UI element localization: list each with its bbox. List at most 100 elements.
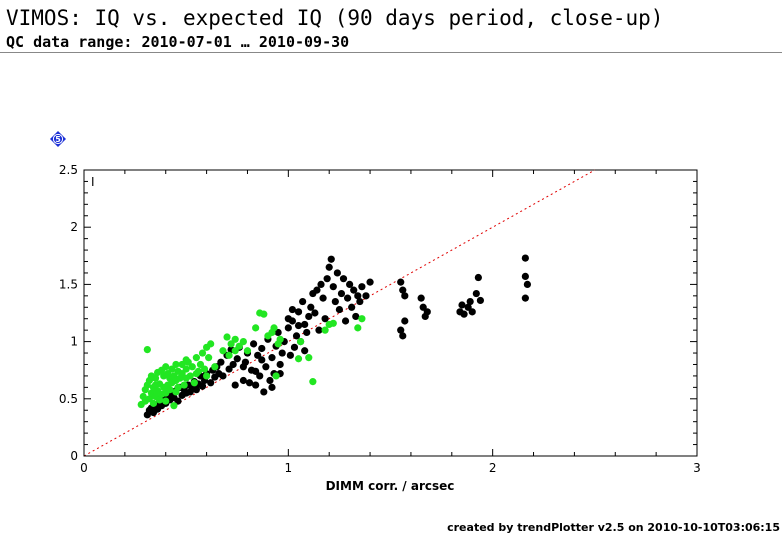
data-point-black <box>468 308 476 316</box>
data-point-green <box>309 378 317 386</box>
data-point-black <box>301 320 309 329</box>
y-tick-label: 2.5 <box>59 163 78 177</box>
data-point-black <box>294 308 303 316</box>
data-point-black <box>521 294 529 302</box>
data-point-black <box>476 296 485 305</box>
data-point-black <box>356 297 364 306</box>
data-point-black <box>399 332 407 340</box>
data-point-black <box>358 283 366 291</box>
data-point-green <box>180 381 188 389</box>
data-point-green <box>264 332 272 340</box>
data-point-black <box>217 358 225 366</box>
data-point-black <box>343 294 352 302</box>
data-point-black <box>339 275 348 283</box>
data-point-black <box>348 303 356 311</box>
footer-credit: created by trendPlotter v2.5 on 2010-10-… <box>447 521 780 534</box>
x-axis-label: DIMM corr. / arcsec <box>326 479 455 493</box>
data-point-black <box>401 292 409 300</box>
panel-number-badge: 5 <box>50 131 66 147</box>
data-point-black <box>303 328 311 337</box>
data-point-black <box>284 324 292 332</box>
data-point-black <box>219 372 227 380</box>
data-point-black <box>278 349 286 357</box>
data-point-black <box>327 255 335 263</box>
data-point-black <box>286 351 294 359</box>
data-point-green <box>296 338 305 346</box>
data-point-green <box>170 402 178 410</box>
data-point-black <box>333 269 341 277</box>
data-point-green <box>231 347 239 355</box>
data-point-green <box>149 399 158 407</box>
data-point-black <box>323 275 331 283</box>
data-point-green <box>231 335 239 343</box>
data-point-green <box>198 349 207 357</box>
x-tick-label: 0 <box>80 461 88 475</box>
data-point-black <box>397 326 405 334</box>
chart-subtitle: QC data range: 2010-07-01 … 2010-09-30 <box>6 33 350 51</box>
data-point-green <box>172 388 180 396</box>
data-point-black <box>249 340 258 348</box>
data-point-green <box>182 365 190 373</box>
data-point-black <box>288 305 297 314</box>
y-tick-label: 0.5 <box>59 392 78 406</box>
data-point-black <box>474 273 482 282</box>
y-tick-label: 2 <box>70 220 78 234</box>
data-point-green <box>151 374 160 382</box>
data-point-green <box>239 338 247 346</box>
data-point-black <box>192 386 200 394</box>
data-point-green <box>219 347 227 355</box>
data-point-black <box>284 315 292 323</box>
data-point-black <box>268 383 276 391</box>
data-point-black <box>521 272 529 280</box>
data-point-black <box>231 381 239 389</box>
data-point-black <box>262 363 270 371</box>
badge-number: 5 <box>55 135 61 144</box>
data-point-green <box>260 310 268 318</box>
data-point-green <box>162 397 170 405</box>
data-point-green <box>192 370 200 378</box>
data-point-green <box>211 363 219 371</box>
diamond-icon <box>50 131 66 147</box>
data-point-black <box>397 278 405 286</box>
data-point-black <box>198 382 207 390</box>
data-point-black <box>399 286 407 294</box>
data-point-black <box>401 317 409 325</box>
data-point-black <box>346 280 354 288</box>
chart-title: VIMOS: IQ vs. expected IQ (90 days perio… <box>6 6 664 30</box>
data-point-green <box>143 346 151 354</box>
data-point-black <box>331 297 339 306</box>
data-point-green <box>205 354 213 362</box>
data-points-layer <box>137 254 532 419</box>
data-point-green <box>182 356 190 364</box>
data-point-black <box>460 310 468 318</box>
data-point-black <box>260 388 268 396</box>
data-point-green <box>329 319 337 327</box>
data-point-black <box>362 292 370 300</box>
data-point-green <box>243 347 252 355</box>
data-point-green <box>358 315 366 323</box>
x-tick-label: 3 <box>693 461 701 475</box>
data-point-black <box>319 294 327 302</box>
data-point-black <box>311 309 319 317</box>
data-point-green <box>252 324 260 332</box>
data-point-black <box>313 286 321 294</box>
tick-layer: 0 1 2 3 0 0.5 1 1.5 2 2.5 <box>59 163 701 475</box>
data-point-green <box>190 379 198 387</box>
data-point-green <box>156 396 164 404</box>
data-point-green <box>166 386 174 394</box>
plot-frame <box>83 169 698 457</box>
data-point-black <box>268 354 276 362</box>
data-point-black <box>458 301 466 309</box>
data-point-green <box>321 326 329 334</box>
data-point-black <box>207 379 215 387</box>
data-point-black <box>350 286 358 294</box>
header-divider <box>0 52 782 53</box>
data-point-black <box>423 308 431 316</box>
data-point-black <box>292 332 301 340</box>
data-point-black <box>252 381 260 389</box>
data-point-green <box>354 324 362 332</box>
panel-label: I <box>91 175 95 189</box>
data-point-black <box>229 360 237 369</box>
data-point-green <box>188 363 196 371</box>
data-point-black <box>317 280 325 288</box>
